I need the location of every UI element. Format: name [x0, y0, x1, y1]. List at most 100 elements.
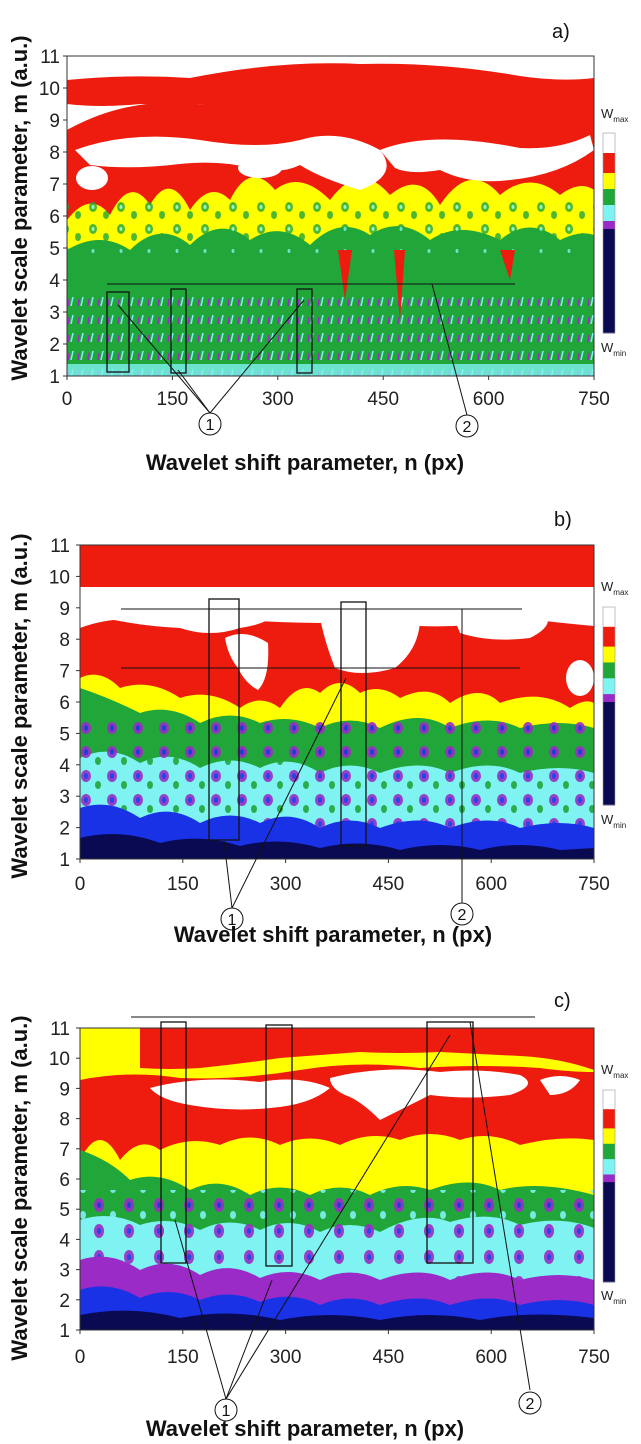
- pointer-line: [431, 283, 468, 416]
- colorbar-max-label: Wmax: [601, 1062, 628, 1080]
- pointer-line: [174, 1219, 227, 1400]
- colorbar-swatch: [603, 1159, 615, 1175]
- y-tick-label: 7: [59, 1140, 70, 1161]
- colorbar-swatch: [603, 153, 615, 174]
- pointer-line: [231, 677, 347, 909]
- y-tick-label: 9: [59, 1079, 70, 1100]
- pointer-line: [225, 1034, 451, 1400]
- colorbar-swatch: [603, 189, 615, 206]
- y-tick-label: 6: [49, 207, 60, 228]
- x-tick-label: 450: [367, 389, 399, 410]
- y-tick-label: 2: [59, 1291, 70, 1312]
- chart-title: c): [554, 990, 571, 1012]
- callout-label: 1: [206, 417, 215, 434]
- y-tick-label: 1: [59, 850, 70, 871]
- colorbar-swatch: [603, 229, 615, 334]
- y-tick-label: 1: [59, 1321, 70, 1342]
- callout-circle: [455, 414, 479, 438]
- heatmap-red-band: [67, 63, 594, 110]
- chart-b: b): [7, 509, 628, 947]
- colorbar-swatch: [603, 1090, 615, 1110]
- x-tick-label: 600: [475, 1347, 507, 1368]
- y-ticks: 1 2 3 4 5 6 7 8 9 10 11: [49, 1019, 80, 1342]
- y-tick-label: 11: [40, 47, 60, 68]
- colorbar-min-label: Wmin: [601, 1288, 626, 1306]
- colorbar-max-label: Wmax: [601, 579, 628, 597]
- y-tick-label: 5: [59, 724, 70, 745]
- colorbar: Wmax Wmin: [601, 106, 628, 358]
- heatmap-red-band: [80, 545, 594, 587]
- y-tick-label: 11: [50, 536, 70, 557]
- annotations: 1 2: [121, 598, 522, 931]
- callout-circle: [518, 1391, 542, 1415]
- colorbar-swatch: [603, 205, 615, 222]
- colorbar-swatch: [603, 626, 615, 648]
- y-tick-label: 7: [59, 662, 70, 683]
- x-tick-label: 450: [373, 1347, 405, 1368]
- colorbar-swatch: [603, 694, 615, 703]
- callout-label: 2: [458, 907, 467, 924]
- y-tick-label: 10: [49, 1049, 70, 1070]
- x-tick-label: 600: [475, 874, 507, 895]
- y-tick-label: 4: [49, 271, 60, 292]
- x-tick-label: 300: [270, 1347, 302, 1368]
- heatmap-cyan-strip: [67, 364, 594, 376]
- colorbar-max-label: Wmax: [601, 106, 628, 124]
- heatmap-texture: [67, 200, 594, 270]
- pointer-line: [469, 1021, 531, 1391]
- colorbar-swatches: [602, 1089, 616, 1283]
- x-tick-label: 750: [578, 389, 610, 410]
- y-axis-label: Wavelet scale parameter, m (a.u.): [7, 35, 32, 380]
- pointer-line: [117, 304, 211, 414]
- y-tick-label: 3: [49, 303, 60, 324]
- y-tick-label: 11: [50, 1019, 70, 1040]
- chart-title: a): [552, 21, 570, 43]
- heatmap-area: [80, 545, 594, 859]
- colorbar-swatch: [603, 662, 615, 679]
- pointer-line: [177, 369, 211, 414]
- y-tick-label: 6: [59, 1170, 70, 1191]
- callout-label: 2: [463, 419, 472, 436]
- heatmap-red-spikes: [338, 250, 515, 320]
- heatmap-red-band: [140, 1028, 594, 1070]
- x-ticks: 0 150 300 450 600 750: [75, 859, 610, 895]
- colorbar-swatch: [603, 1128, 615, 1145]
- roi-box: [208, 598, 240, 841]
- panel-c: c): [0, 960, 641, 1444]
- colorbar-swatch: [603, 1143, 615, 1160]
- colorbar-swatch: [603, 607, 615, 628]
- colorbar-swatch: [603, 1109, 615, 1129]
- y-tick-label: 9: [49, 111, 60, 132]
- heatmap-white-islands: [150, 1069, 580, 1120]
- x-tick-label: 0: [75, 1347, 86, 1368]
- colorbar-frame: [602, 1089, 616, 1283]
- roi-box: [265, 1024, 293, 1267]
- x-tick-label: 0: [75, 874, 86, 895]
- y-tick-label: 8: [59, 630, 70, 651]
- heatmap-area: [67, 56, 594, 376]
- x-ticks: 0 150 300 450 600 750: [62, 376, 610, 410]
- chart-c: c): [7, 990, 628, 1441]
- chart-a: a): [7, 21, 628, 475]
- y-tick-label: 10: [49, 567, 70, 588]
- callout-circle: [220, 907, 244, 931]
- y-tick-label: 8: [59, 1110, 70, 1131]
- y-tick-label: 3: [59, 1261, 70, 1282]
- x-tick-label: 300: [262, 389, 294, 410]
- y-tick-label: 2: [59, 819, 70, 840]
- y-tick-label: 4: [59, 756, 70, 777]
- callout-circle: [214, 1398, 238, 1422]
- y-tick-label: 8: [49, 143, 60, 164]
- heatmap-navy-region: [80, 1310, 594, 1330]
- callout-circle: [198, 412, 222, 436]
- y-tick-label: 5: [59, 1200, 70, 1221]
- callout-label: 2: [526, 1396, 535, 1413]
- colorbar-swatches: [602, 606, 616, 806]
- pointer-line: [223, 840, 233, 909]
- y-tick-label: 1: [49, 367, 60, 388]
- chart-title: b): [554, 509, 572, 531]
- colorbar-swatches: [602, 132, 616, 334]
- colorbar-swatch: [603, 1182, 615, 1283]
- roi-box: [170, 288, 187, 374]
- y-tick-label: 5: [49, 239, 60, 260]
